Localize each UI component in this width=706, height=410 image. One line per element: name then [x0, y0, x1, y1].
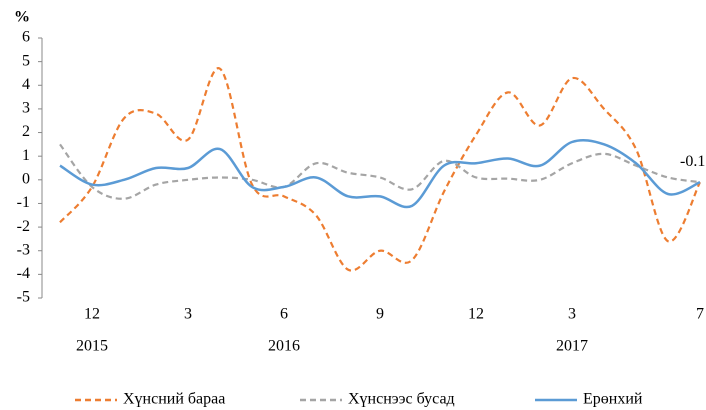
series-line	[59, 139, 701, 209]
y-tick-label: 0	[22, 170, 30, 187]
y-tick-label: -5	[17, 289, 30, 306]
x-tick-label: 7	[696, 306, 704, 323]
y-tick-label: 6	[22, 29, 30, 46]
year-label: 2015	[76, 338, 108, 355]
x-tick-label: 9	[376, 306, 384, 323]
y-tick-label: -1	[17, 194, 30, 211]
x-tick-label: 3	[184, 306, 192, 323]
x-tick-label: 12	[84, 306, 100, 323]
annotation: -0.1	[680, 153, 705, 170]
y-tick-label: 4	[22, 76, 30, 93]
legend-label: Хүнснээс бусад	[348, 391, 455, 408]
y-tick-label: 1	[22, 147, 30, 164]
y-tick-label: -3	[17, 241, 30, 258]
series-line	[59, 143, 701, 200]
y-tick-label: -4	[17, 265, 30, 282]
y-tick-label: 3	[22, 100, 30, 117]
y-tick-label: 2	[22, 123, 30, 140]
year-label: 2017	[556, 338, 588, 355]
legend-label: Хүнсний бараа	[123, 391, 225, 408]
y-axis-label: %	[14, 9, 30, 26]
x-tick-label: 6	[280, 306, 288, 323]
year-label: 2016	[268, 338, 300, 355]
y-tick-label: -2	[17, 218, 30, 235]
y-tick-label: 5	[22, 52, 30, 69]
legend-label: Ерөнхий	[583, 391, 643, 408]
series-line	[59, 67, 701, 272]
x-tick-label: 12	[468, 306, 484, 323]
x-tick-label: 3	[568, 306, 576, 323]
